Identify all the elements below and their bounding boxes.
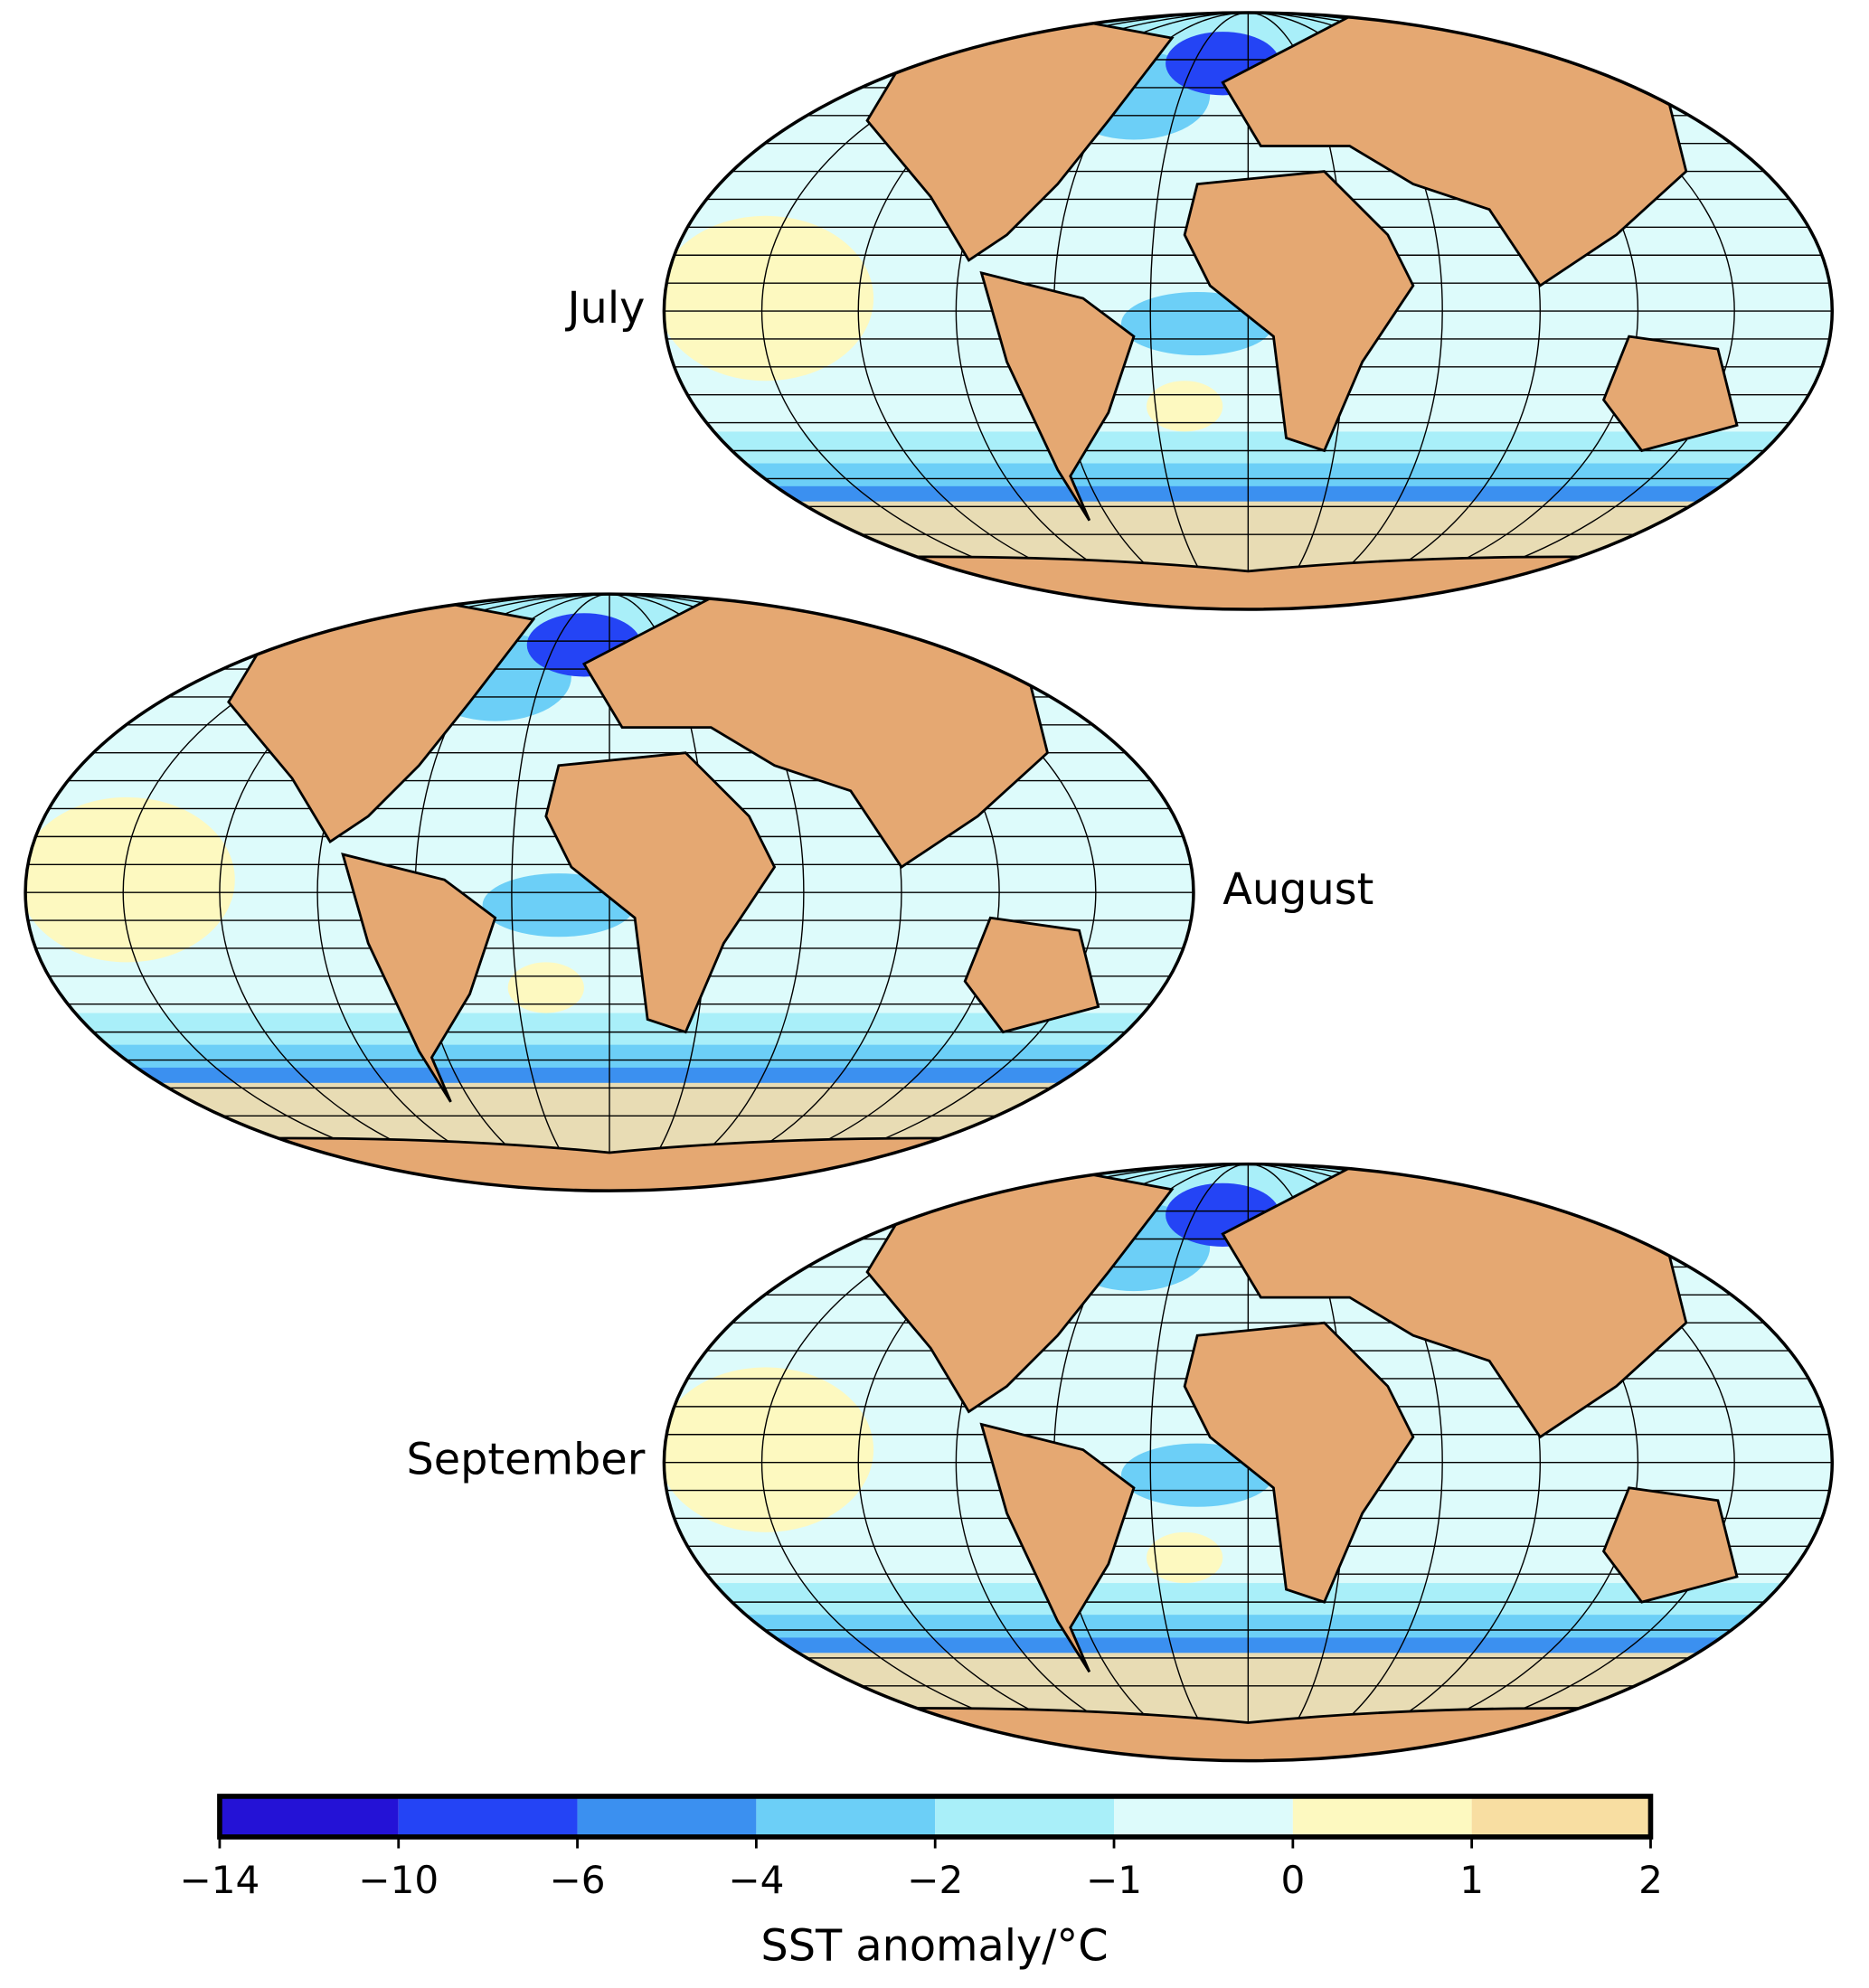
colorbar-segment [1292,1795,1472,1837]
colorbar-segment [219,1795,399,1837]
tick-label: −14 [179,1858,260,1902]
tick-label: −2 [907,1858,963,1902]
tick-label: 1 [1459,1858,1484,1902]
colorbar-segment [756,1795,936,1837]
tick-label: −6 [550,1858,606,1902]
tick-label: −4 [728,1858,784,1902]
colorbar-segment [398,1795,578,1837]
colorbar-segment [577,1795,757,1837]
colorbar-segment [1471,1795,1651,1837]
colorbar-segment [1114,1795,1293,1837]
colorbar-label: SST anomaly/°C [760,1921,1108,1971]
panel-label: September [406,1436,645,1485]
tick-label: −1 [1086,1858,1142,1902]
tick-label: 0 [1280,1858,1305,1902]
tick-label: 2 [1638,1858,1663,1902]
colorbar: −14 −10 −6 −4 −2 −1 0 1 2 [179,1794,1663,1902]
map-september [651,1158,1845,1767]
panel-label: July [564,284,645,334]
tick-label: −10 [358,1858,439,1902]
panel-label: August [1222,865,1373,915]
colorbar-segment [935,1795,1115,1837]
map-august [13,588,1206,1197]
map-july [651,6,1845,616]
